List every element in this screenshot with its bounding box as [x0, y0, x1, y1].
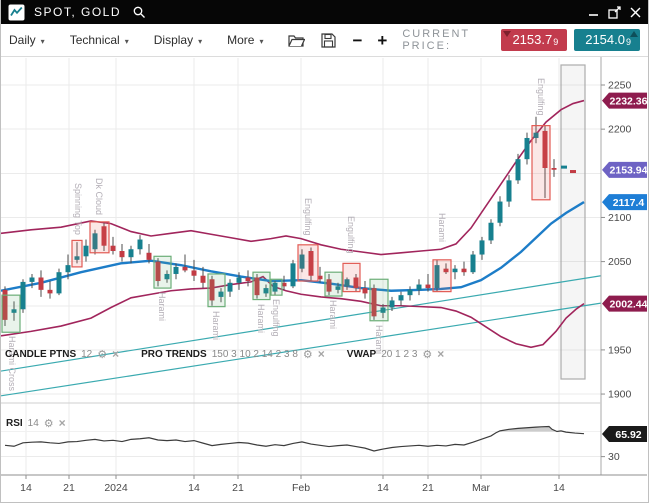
window-controls	[588, 5, 641, 19]
svg-text:Engulfing: Engulfing	[536, 78, 546, 116]
bid-price-badge: 2153.7 9	[501, 29, 568, 51]
svg-text:2024: 2024	[104, 482, 128, 494]
pattern-labels: Harami Cross Spinning Top Dk Cloud Harami Ha…	[7, 78, 546, 392]
candles[interactable]	[2, 116, 577, 327]
svg-text:Harami: Harami	[328, 300, 338, 329]
close-button[interactable]	[630, 7, 641, 18]
app-logo-icon	[8, 4, 25, 21]
svg-text:Harami: Harami	[157, 292, 167, 321]
svg-text:Harami: Harami	[211, 311, 221, 340]
settings-gear-icon[interactable]: ⚙	[43, 417, 54, 430]
svg-text:2117.4: 2117.4	[613, 197, 645, 209]
chevron-down-icon: ▾	[259, 36, 264, 46]
overlay-lines	[1, 99, 602, 397]
axes[interactable]: 2250 2200 2100 2050 1950 1900 30 14 21 2024 14 21 Fe…	[1, 57, 647, 494]
svg-text:Harami: Harami	[374, 325, 384, 354]
svg-text:2232.36: 2232.36	[610, 95, 648, 107]
projection-band	[560, 64, 586, 380]
svg-text:21: 21	[232, 482, 244, 494]
svg-text:Spinning Top: Spinning Top	[73, 183, 83, 235]
svg-text:Harami Cross: Harami Cross	[7, 336, 17, 392]
svg-text:14: 14	[188, 482, 200, 494]
svg-text:Dk Cloud: Dk Cloud	[94, 178, 104, 215]
remove-indicator-icon[interactable]: ×	[437, 347, 445, 361]
svg-text:14: 14	[377, 482, 389, 494]
rsi-plot	[4, 425, 585, 452]
minimize-button[interactable]	[588, 7, 599, 18]
chevron-down-icon: ▾	[40, 36, 45, 46]
remove-indicator-icon[interactable]: ×	[58, 416, 66, 430]
ask-price-badge: 2154.0 9	[574, 29, 640, 51]
window-title: SPOT, GOLD	[34, 5, 122, 19]
price-tags: 2232.36 2153.94 2117.4 2002.44 65.92	[602, 92, 648, 443]
toolbar: Daily ▾ Technical ▾ Display ▾ More ▾ − + CUR…	[1, 24, 648, 57]
svg-text:2050: 2050	[608, 256, 632, 268]
price-chart-canvas[interactable]: Harami Cross Spinning Top Dk Cloud Harami Ha…	[1, 57, 649, 503]
svg-text:14: 14	[553, 482, 565, 494]
svg-text:2002.44: 2002.44	[610, 298, 648, 310]
price-down-arrow-icon	[503, 31, 512, 37]
open-folder-icon[interactable]	[288, 33, 306, 47]
remove-indicator-icon[interactable]: ×	[112, 347, 120, 361]
svg-text:30: 30	[608, 451, 620, 463]
zoom-in-button[interactable]: +	[377, 30, 388, 50]
svg-text:65.92: 65.92	[615, 429, 641, 441]
menu-more[interactable]: More ▾	[227, 33, 264, 47]
zoom-out-button[interactable]: −	[352, 30, 363, 50]
chart-region: Harami Cross Spinning Top Dk Cloud Harami Ha…	[1, 57, 649, 503]
menu-technical[interactable]: Technical ▾	[69, 33, 129, 47]
svg-text:1900: 1900	[608, 389, 632, 401]
svg-text:Engulfing: Engulfing	[346, 216, 356, 254]
settings-gear-icon[interactable]: ⚙	[97, 348, 108, 361]
svg-text:Mar: Mar	[472, 482, 491, 494]
menu-display[interactable]: Display ▾	[153, 33, 203, 47]
svg-text:1950: 1950	[608, 344, 632, 356]
settings-gear-icon[interactable]: ⚙	[422, 348, 433, 361]
svg-text:Engulfing: Engulfing	[303, 198, 313, 236]
search-icon[interactable]	[133, 6, 146, 19]
current-price-label: CURRENT PRICE:	[402, 28, 470, 52]
svg-text:2200: 2200	[608, 124, 632, 136]
svg-text:21: 21	[422, 482, 434, 494]
remove-indicator-icon[interactable]: ×	[317, 347, 325, 361]
svg-text:Engulfing: Engulfing	[271, 299, 281, 337]
menu-daily[interactable]: Daily ▾	[9, 33, 45, 47]
price-up-arrow-icon	[630, 31, 638, 37]
svg-text:2250: 2250	[608, 80, 632, 92]
svg-text:14: 14	[20, 482, 32, 494]
popout-button[interactable]	[608, 5, 621, 19]
svg-text:Harami: Harami	[437, 213, 447, 242]
chevron-down-icon: ▾	[124, 36, 129, 46]
svg-text:2153.94: 2153.94	[610, 165, 648, 177]
settings-gear-icon[interactable]: ⚙	[302, 348, 313, 361]
chevron-down-icon: ▾	[198, 36, 203, 46]
title-bar: SPOT, GOLD	[1, 0, 648, 24]
svg-text:Harami: Harami	[256, 304, 266, 333]
svg-text:Feb: Feb	[292, 482, 310, 494]
svg-text:21: 21	[63, 482, 75, 494]
save-icon[interactable]	[321, 32, 337, 48]
pattern-boxes	[1, 125, 551, 333]
svg-text:2100: 2100	[608, 212, 632, 224]
